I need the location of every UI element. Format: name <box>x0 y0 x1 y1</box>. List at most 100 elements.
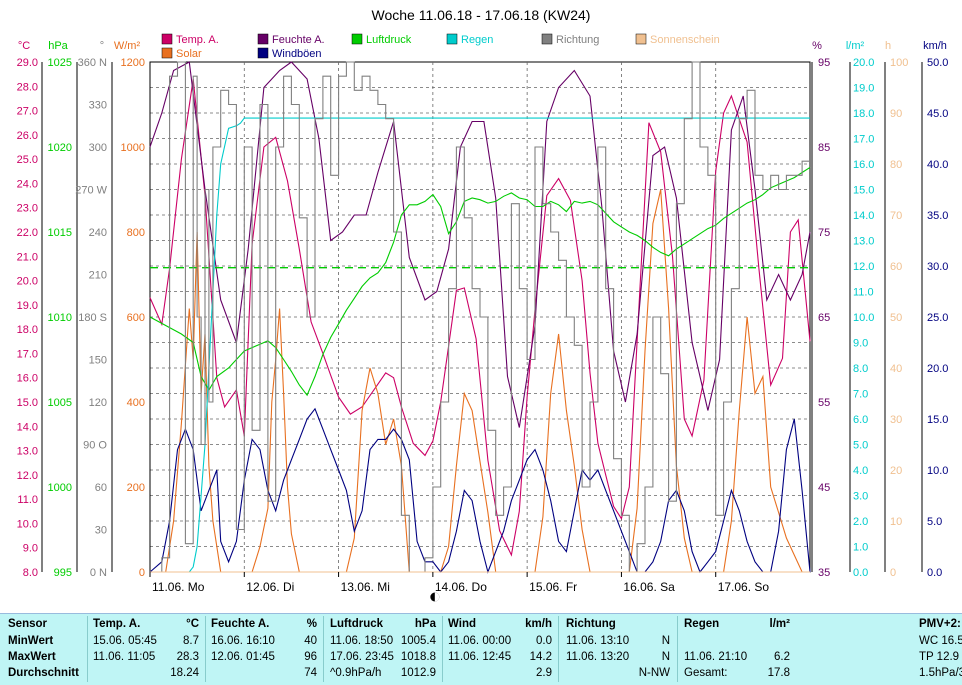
temp-axis-tick-label: 23.0 <box>17 203 38 215</box>
pressure-header: Luftdruck <box>330 618 384 630</box>
pressure-axis-tick-label: 1010 <box>48 312 72 324</box>
rain-axis-tick-label: 20.0 <box>853 57 874 69</box>
sunshine-axis-tick-label: 0 <box>890 567 896 579</box>
temp-axis-tick-label: 26.0 <box>17 130 38 142</box>
temp-axis-tick-label: 27.0 <box>17 106 38 118</box>
pressure-min-value: 1005.4 <box>400 635 436 647</box>
wind-axis-tick-label: 30.0 <box>927 261 948 273</box>
temp-axis-tick-label: 29.0 <box>17 57 38 69</box>
temp-axis-tick-label: 20.0 <box>17 276 38 288</box>
temp-unit: °C <box>186 618 199 630</box>
pmv-tp: TP 12.9 <box>919 651 960 663</box>
temp-axis-tick-label: 28.0 <box>17 81 38 93</box>
rain-axis-tick-label: 8.0 <box>853 363 868 375</box>
humidity-axis-unit-label: % <box>812 40 822 52</box>
direction-axis-tick-label: 90 O <box>83 440 107 452</box>
pmv-trend: 1.5hPa/3 <box>919 667 962 679</box>
humidity-max-value: 96 <box>304 651 317 663</box>
x-tick-label: 14.06. Do <box>435 580 487 594</box>
direction-axis-tick-label: 60 <box>95 482 107 494</box>
humidity-avg-value: 74 <box>304 667 317 679</box>
minwert-label: MinWert <box>8 635 54 647</box>
direction-axis-tick-label: 120 <box>89 397 107 409</box>
pressure-max-value: 1018.8 <box>400 651 436 663</box>
direction-axis-tick-label: 330 <box>89 100 107 112</box>
wind-axis-tick-label: 0.0 <box>927 567 942 579</box>
wind-min-time: 11.06. 00:00 <box>448 635 512 647</box>
legend-swatch <box>257 47 269 59</box>
series <box>149 61 811 574</box>
direction-axis-tick-label: 240 <box>89 227 107 239</box>
pmv-column: PMV+2: WC 16.5 TP 12.9 1.5hPa/3 <box>919 618 962 682</box>
direction-header: Richtung <box>566 618 616 630</box>
direction-avg-value: N-NW <box>638 667 670 679</box>
temp-axis-tick-label: 14.0 <box>17 421 38 433</box>
temp-axis-tick-label: 16.0 <box>17 373 38 385</box>
pressure-axis-unit-label: hPa <box>48 40 68 52</box>
pressure-axis-tick-label: 1015 <box>48 227 72 239</box>
divider <box>442 616 443 682</box>
pressure-trend: ^0.9hPa/h <box>330 667 382 679</box>
humidity-min-value: 40 <box>304 635 317 647</box>
pressure-column: Luftdruck hPa 11.06. 18:50 1005.4 17.06.… <box>330 618 438 682</box>
x-tick-label: 12.06. Di <box>246 580 294 594</box>
direction-axis-tick-label: 150 <box>89 355 107 367</box>
divider <box>205 616 206 682</box>
divider <box>677 616 678 682</box>
direction-axis-unit-label: ° <box>100 40 104 52</box>
x-tick-label: 13.06. Mi <box>341 580 390 594</box>
sensor-header: Sensor <box>8 618 47 630</box>
humidity-header: Feuchte A. <box>211 618 270 630</box>
sunshine-axis-tick-label: 20 <box>890 465 902 477</box>
humidity-axis-tick-label: 95 <box>818 57 830 69</box>
wind-unit: km/h <box>525 618 552 630</box>
summary-panel: Sensor MinWert MaxWert Durchschnitt Temp… <box>0 613 962 685</box>
rain-axis-tick-label: 9.0 <box>853 338 868 350</box>
humidity-axis-tick-label: 75 <box>818 227 830 239</box>
wind-min-value: 0.0 <box>536 635 552 647</box>
rain-axis-tick-label: 3.0 <box>853 491 868 503</box>
solar-axis-unit-label: W/m² <box>114 40 141 52</box>
legend-label: Feuchte A. <box>272 34 325 46</box>
divider <box>323 616 324 682</box>
temp-axis-tick-label: 9.0 <box>23 543 38 555</box>
x-tick-label: 17.06. So <box>718 580 770 594</box>
pressure-avg-value: 1012.9 <box>400 667 436 679</box>
rain-axis-tick-label: 16.0 <box>853 159 874 171</box>
sunshine-axis-tick-label: 50 <box>890 312 902 324</box>
pressure-axis-tick-label: 1000 <box>48 482 72 494</box>
legend-label: Sonnenschein <box>650 34 720 46</box>
legend-label: Temp. A. <box>176 34 219 46</box>
sunshine-axis-tick-label: 10 <box>890 516 902 528</box>
legend: Temp. A. Solar Feuchte A. Windböen Luftdruck… <box>161 33 720 60</box>
solar-axis-tick-label: 600 <box>127 312 145 324</box>
wind-header: Wind <box>448 618 476 630</box>
sunshine-axis-tick-label: 30 <box>890 414 902 426</box>
pressure-axis-tick-label: 1025 <box>48 57 72 69</box>
legend-swatch <box>257 33 269 45</box>
wind-axis-tick-label: 15.0 <box>927 414 948 426</box>
pmv-wc: WC 16.5 <box>919 635 962 647</box>
direction-column: Richtung 11.06. 13:10 N 11.06. 13:20 N N… <box>566 618 672 682</box>
temp-axis-tick-label: 10.0 <box>17 518 38 530</box>
legend-swatch <box>161 33 173 45</box>
direction-axis-tick-label: 360 N <box>78 57 107 69</box>
wind-axis-tick-label: 5.0 <box>927 516 942 528</box>
rain-axis-tick-label: 11.0 <box>853 287 874 299</box>
wind-avg-value: 2.9 <box>536 667 552 679</box>
legend-label: Solar <box>176 48 202 60</box>
rain-axis-tick-label: 18.0 <box>853 108 874 120</box>
series-temp-a- <box>149 78 811 557</box>
legend-swatch <box>446 33 458 45</box>
sensor-column: Sensor MinWert MaxWert Durchschnitt <box>8 618 84 682</box>
rain-axis-tick-label: 0.0 <box>853 567 868 579</box>
temp-axis-tick-label: 25.0 <box>17 154 38 166</box>
pressure-axis-tick-label: 1020 <box>48 142 72 154</box>
wind-axis-tick-label: 10.0 <box>927 465 948 477</box>
rain-axis-unit-label: l/m² <box>846 40 865 52</box>
legend-swatch <box>635 33 647 45</box>
temp-axis-tick-label: 12.0 <box>17 470 38 482</box>
wind-axis-tick-label: 35.0 <box>927 210 948 222</box>
rain-axis-tick-label: 13.0 <box>853 236 874 248</box>
solar-axis-tick-label: 1200 <box>121 57 145 69</box>
